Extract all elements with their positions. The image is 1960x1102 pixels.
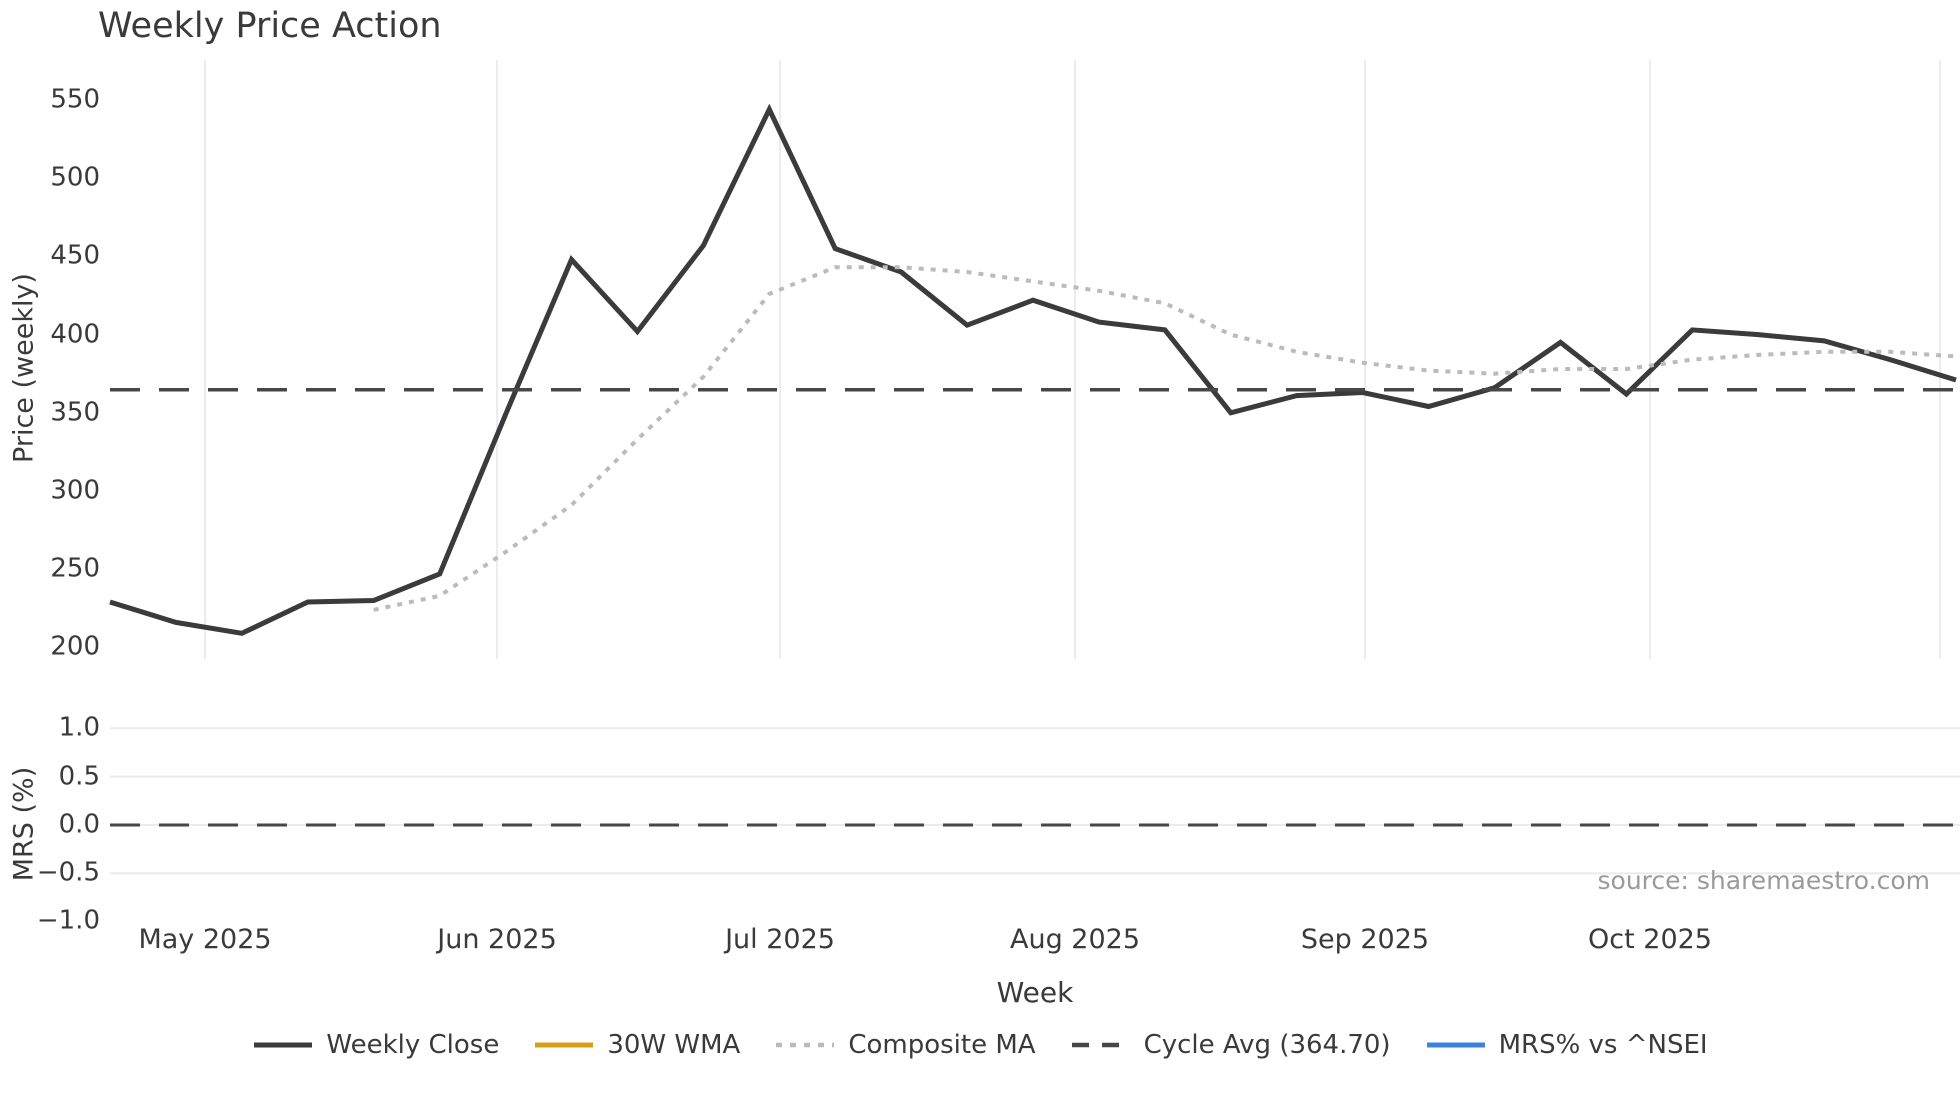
legend-label: MRS% vs ^NSEI	[1498, 1030, 1708, 1060]
composite-ma-dotted-swatch-icon	[776, 1042, 835, 1048]
legend-item-composite-ma: Composite MA	[774, 1030, 1036, 1060]
price-ytick-450: 450	[50, 240, 100, 271]
xtick-jul-2025: Jul 2025	[725, 924, 835, 955]
price-ytick-500: 500	[50, 162, 100, 193]
legend-item-mrs-nsei: MRS% vs ^NSEI	[1425, 1030, 1708, 1060]
mrs-line-swatch-icon	[1426, 1042, 1485, 1048]
mrs-ytick-0.0: 0.0	[58, 809, 100, 840]
price-ytick-200: 200	[50, 631, 100, 662]
cycle-avg-dashed-swatch-icon	[1071, 1042, 1130, 1048]
xtick-may-2025: May 2025	[138, 924, 272, 955]
mrs-ytick--1.0: −1.0	[36, 905, 100, 936]
weekly-close-line-swatch-icon	[254, 1042, 313, 1048]
legend-label: Cycle Avg (364.70)	[1143, 1030, 1391, 1060]
chart-title: Weekly Price Action	[98, 6, 442, 46]
price-ytick-250: 250	[50, 553, 100, 584]
mrs-ytick-1.0: 1.0	[58, 712, 100, 743]
source-attribution: source: sharemaestro.com	[1597, 866, 1931, 895]
price-ytick-550: 550	[50, 84, 100, 115]
legend-item-weekly-close: Weekly Close	[252, 1030, 499, 1060]
legend-item-30w-wma: 30W WMA	[533, 1030, 740, 1060]
xtick-oct-2025: Oct 2025	[1588, 924, 1712, 955]
legend-item-cycle-avg: Cycle Avg (364.70)	[1070, 1030, 1391, 1060]
xtick-aug-2025: Aug 2025	[1009, 924, 1141, 955]
mrs-axis-label: MRS (%)	[8, 766, 40, 882]
mrs-ytick-0.5: 0.5	[58, 761, 100, 792]
series-line-composite-ma	[373, 265, 1957, 612]
price-axis-label: Price (weekly)	[8, 273, 40, 463]
price-ytick-300: 300	[50, 475, 100, 506]
series-line-weekly-close	[109, 103, 1957, 636]
week-axis-label: Week	[996, 976, 1074, 1009]
price-ytick-350: 350	[50, 397, 100, 428]
legend-label: Weekly Close	[326, 1030, 500, 1060]
xtick-jun-2025: Jun 2025	[437, 924, 557, 955]
legend-label: 30W WMA	[607, 1030, 741, 1060]
wma-line-swatch-icon	[535, 1042, 594, 1048]
legend-label: Composite MA	[848, 1030, 1036, 1060]
mrs-ytick--0.5: −0.5	[36, 857, 100, 888]
xtick-sep-2025: Sep 2025	[1300, 924, 1430, 955]
price-ytick-400: 400	[50, 319, 100, 350]
chart-legend: Weekly Close 30W WMA Composite MA Cycle …	[0, 1030, 1960, 1060]
